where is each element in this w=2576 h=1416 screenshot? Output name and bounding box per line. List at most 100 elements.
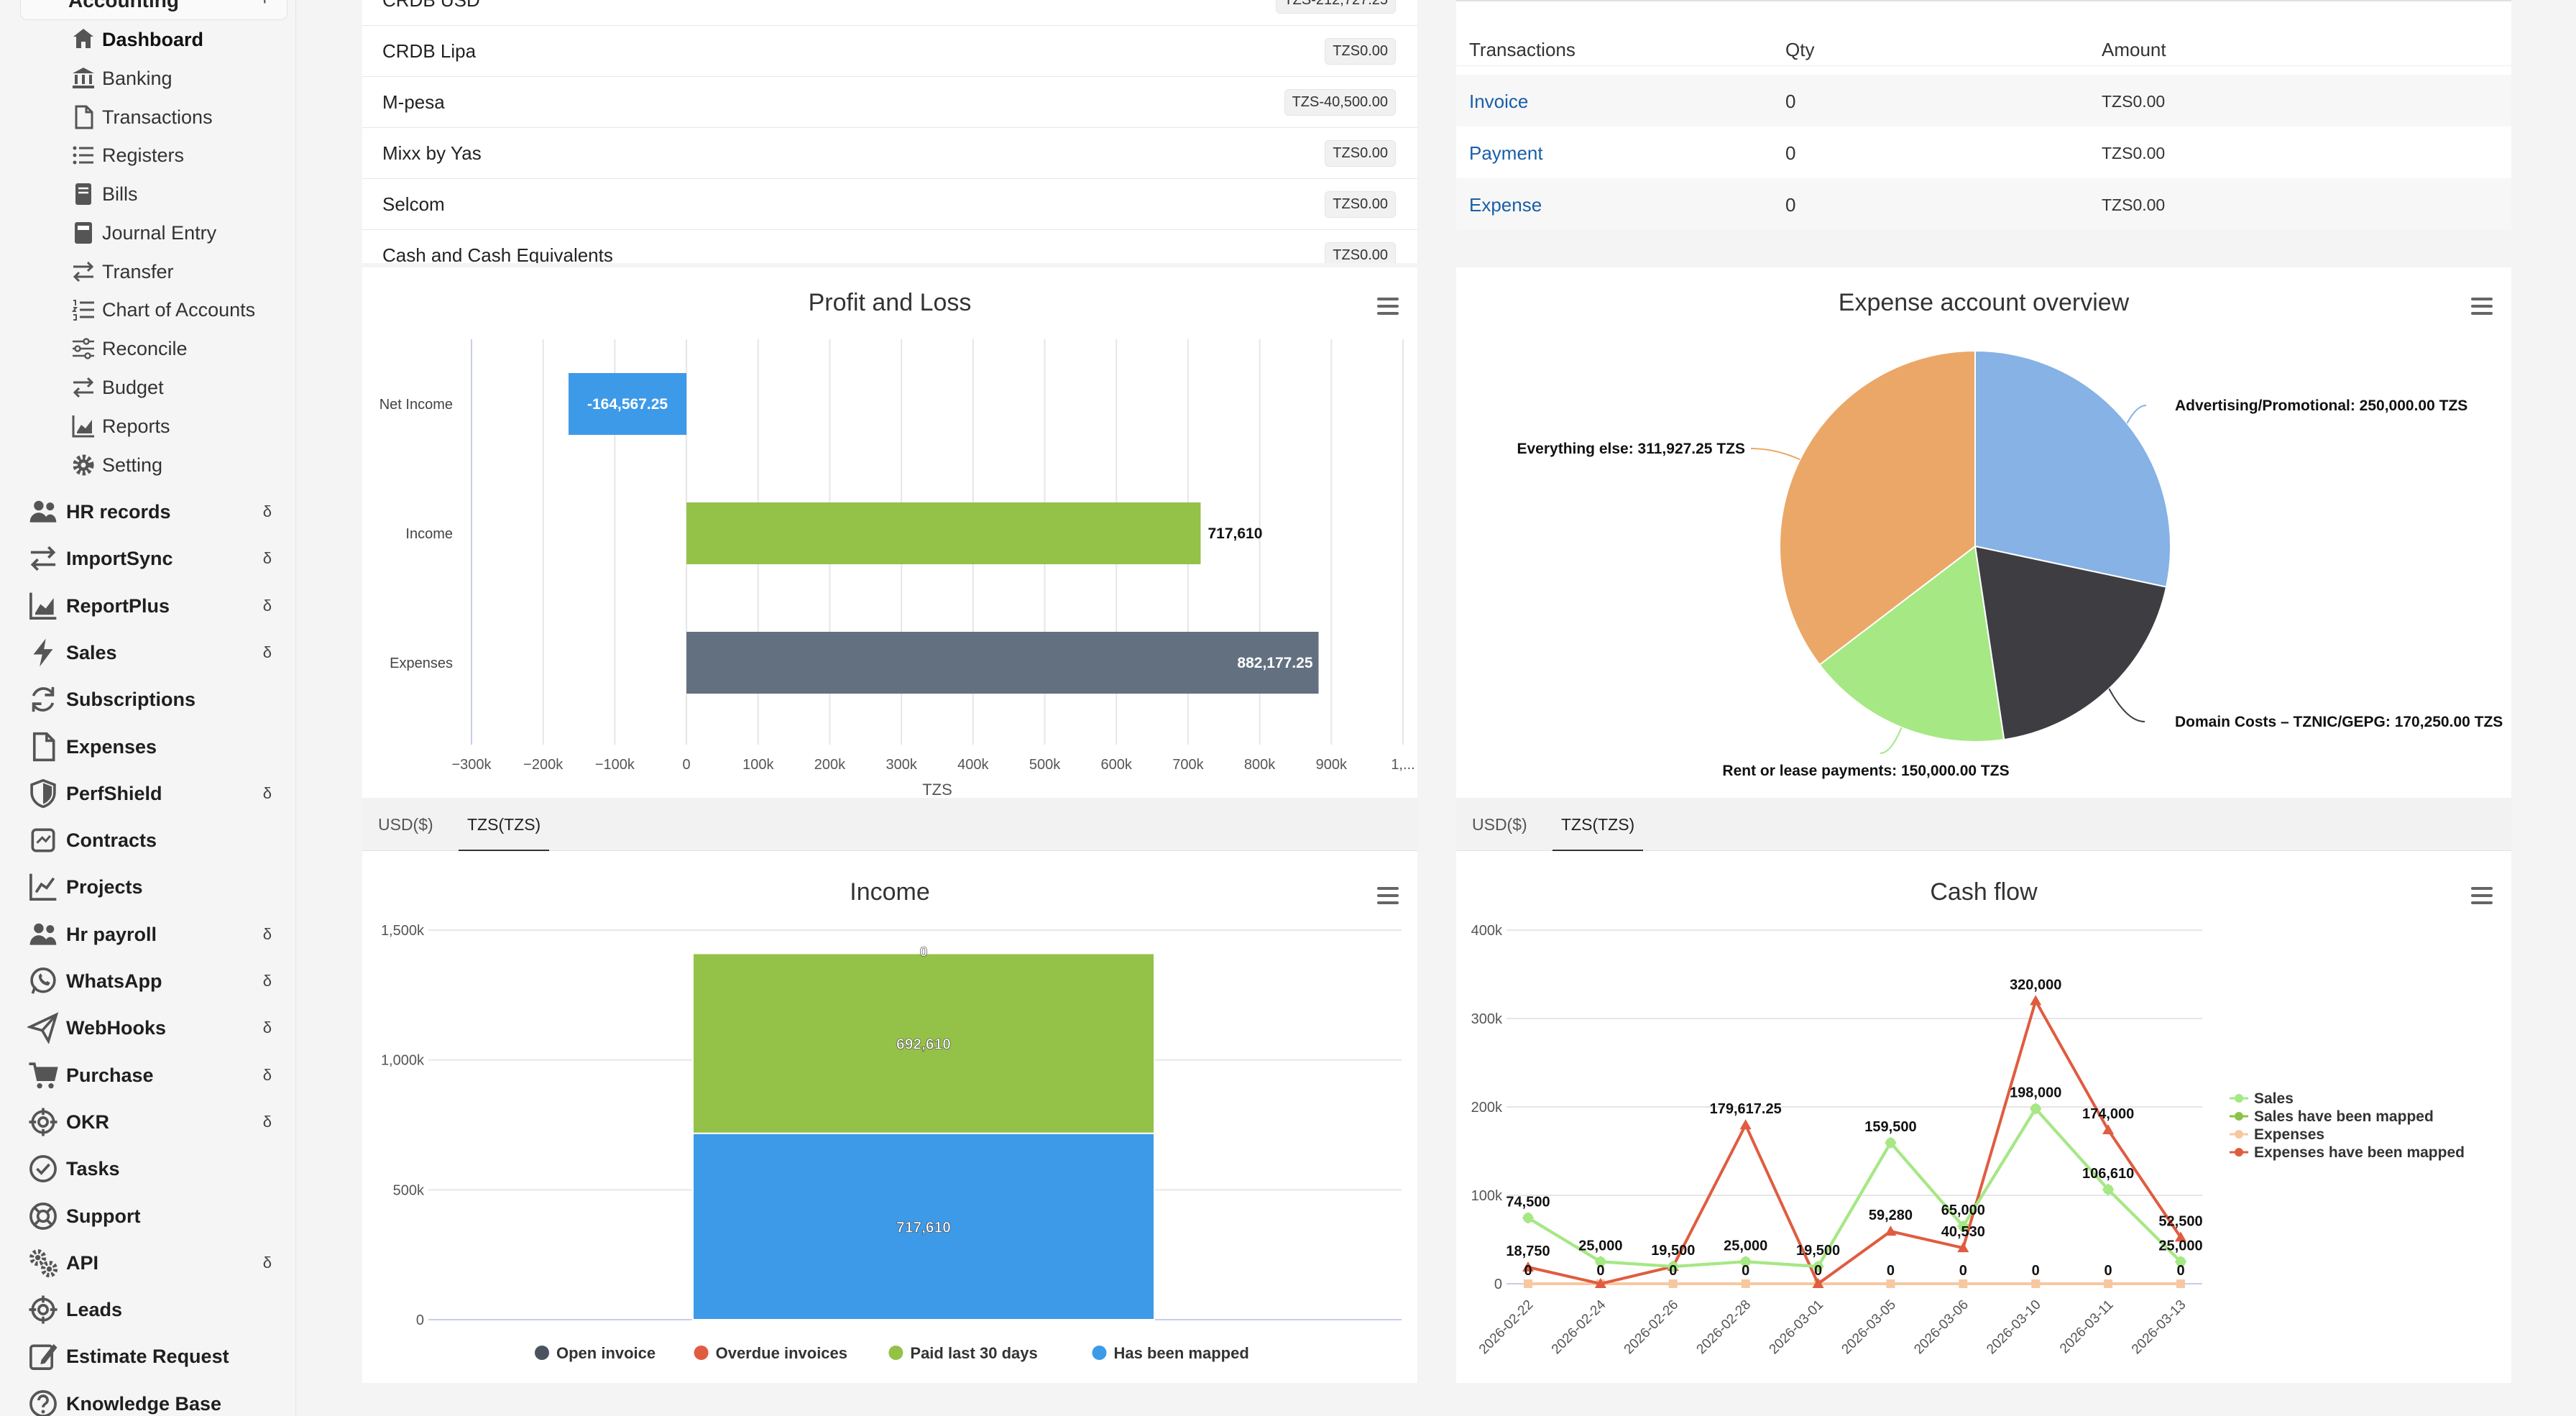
sidebar-subitem-reports[interactable]: Reports <box>70 410 170 443</box>
sidebar-item-subscriptions[interactable]: Subscriptions <box>27 681 272 717</box>
bank-account-row[interactable]: Mixx by Yas TZS0.00 <box>362 127 1417 178</box>
x-tick-label: 2026-03-05 <box>1839 1297 1899 1358</box>
profit-loss-menu-icon[interactable] <box>1377 298 1399 315</box>
sidebar-subitem-banking[interactable]: Banking <box>70 62 172 95</box>
data-label: 717,610 <box>1208 525 1262 542</box>
bank-account-name: Selcom <box>382 193 445 215</box>
sidebar-item-whatsapp[interactable]: WhatsApp δ <box>27 963 272 999</box>
sidebar-subitem-transfer[interactable]: Transfer <box>70 255 174 288</box>
sidebar-subitem-label: Reports <box>102 415 170 437</box>
profit-loss-chart-panel: Profit and Loss −300k −200k −100k 0 100k 200k… <box>362 267 1417 798</box>
x-tick-label: 2026-02-24 <box>1549 1297 1609 1357</box>
sidebar-item-label: ReportPlus <box>66 594 170 617</box>
sidebar-subitem-budget[interactable]: Budget <box>70 371 164 404</box>
transaction-type-link[interactable]: Payment <box>1469 142 1543 164</box>
data-point <box>1523 1213 1533 1223</box>
send-icon <box>26 1012 59 1044</box>
transaction-qty: 0 <box>1785 142 1796 164</box>
bank-account-row[interactable]: M-pesa TZS-40,500.00 <box>362 76 1417 127</box>
section-toggle: + <box>258 0 271 11</box>
sidebar-subitem-label: Banking <box>102 67 172 89</box>
sidebar-item-webhooks[interactable]: WebHooks δ <box>26 1010 272 1046</box>
data-label: 59,280 <box>1869 1208 1913 1223</box>
transaction-type-link[interactable]: Invoice <box>1469 91 1529 112</box>
data-point <box>1595 1256 1606 1267</box>
bank-account-row[interactable]: Cash and Cash Equivalents TZS0.00 <box>362 229 1417 263</box>
x-tick-label: 2026-03-10 <box>1984 1297 2044 1358</box>
sidebar-item-estimate-request[interactable]: Estimate Request <box>27 1338 272 1374</box>
data-label: -164,567.25 <box>587 396 668 413</box>
transaction-row: Payment 0 TZS0.00 <box>1456 127 2511 178</box>
transaction-qty: 0 <box>1785 194 1796 216</box>
cash-flow-menu-icon[interactable] <box>2471 887 2493 904</box>
sidebar-item-projects[interactable]: Projects <box>27 869 272 905</box>
sidebar-item-expenses[interactable]: Expenses <box>27 729 272 765</box>
edit-icon <box>27 1341 59 1372</box>
transaction-type-link[interactable]: Expense <box>1469 194 1542 216</box>
data-label: 0 <box>1959 1263 1967 1279</box>
x-tick-label: 400k <box>957 757 989 773</box>
sidebar-item-sales[interactable]: Sales δ <box>27 635 272 671</box>
transaction-row: Expense 0 TZS0.00 <box>1456 178 2511 230</box>
sidebar-subitem-setting[interactable]: Setting <box>70 449 162 482</box>
data-label: 717,610 <box>896 1219 951 1236</box>
sidebar-subitem-transactions[interactable]: Transactions <box>70 101 213 134</box>
contract-icon <box>27 824 59 856</box>
sidebar-item-label: Contracts <box>66 829 157 851</box>
bank-accounts-panel: CRDB USD TZS-212,727.25 CRDB Lipa TZS0.00 M-… <box>362 0 1417 263</box>
tab-usd[interactable]: USD($) <box>1472 815 1527 834</box>
tab-tzs[interactable]: TZS(TZS) <box>1545 798 1650 851</box>
sidebar-item-purchase[interactable]: Purchase δ <box>27 1057 272 1093</box>
income-chart-panel: Income 0 500k 1,000k 1,500k 717,610 692,610 0 O… <box>362 851 1417 1383</box>
tab-usd[interactable]: USD($) <box>378 815 433 834</box>
data-point <box>2104 1279 2113 1288</box>
sidebar-item-label: Sales <box>66 641 117 663</box>
stack-segment-has-been-mapped <box>692 1132 1155 1320</box>
sidebar-item-api[interactable]: API δ <box>27 1245 272 1281</box>
data-point <box>1958 1221 1969 1232</box>
sidebar-item-reportplus[interactable]: ReportPlus δ <box>27 588 272 624</box>
cart-icon <box>27 1059 59 1091</box>
sidebar-subitem-reconcile[interactable]: Reconcile <box>70 332 188 365</box>
pie-slice <box>1974 349 2171 588</box>
sidebar-item-badge: δ <box>262 1066 272 1084</box>
bank-account-row[interactable]: CRDB USD TZS-212,727.25 <box>362 0 1417 25</box>
data-point <box>2031 1279 2041 1288</box>
sidebar-item-label: API <box>66 1251 99 1274</box>
bank-account-row[interactable]: Selcom TZS0.00 <box>362 178 1417 229</box>
sidebar-item-support[interactable]: Support <box>27 1198 272 1234</box>
sidebar-item-hr-payroll[interactable]: Hr payroll δ <box>27 916 272 952</box>
sidebar-item-label: WebHooks <box>66 1016 167 1039</box>
sidebar-item-leads[interactable]: Leads <box>27 1292 272 1328</box>
x-tick-label: 700k <box>1172 757 1204 773</box>
expense-pie-chart: Advertising/Promotional: 250,000.00 TZS D… <box>1517 349 2503 779</box>
transactions-header: Transactions Qty Amount <box>1456 23 2511 66</box>
list-ordered-icon <box>70 297 96 323</box>
sidebar-item-tasks[interactable]: Tasks <box>27 1151 272 1187</box>
sidebar-subitem-registers[interactable]: Registers <box>70 139 184 172</box>
sidebar-item-perfshield[interactable]: PerfShield δ <box>27 776 272 812</box>
y-tick-label: 400k <box>1471 923 1503 939</box>
sidebar-item-hr-records[interactable]: HR records δ <box>27 494 272 530</box>
sidebar-item-importsync[interactable]: ImportSync δ <box>27 541 272 576</box>
x-tick-label: 2026-03-01 <box>1767 1297 1827 1358</box>
accounting-section-header[interactable]: Accounting + <box>20 0 288 20</box>
sidebar-item-knowledge-base[interactable]: Knowledge Base <box>27 1386 272 1416</box>
bank-account-row[interactable]: CRDB Lipa TZS0.00 <box>362 25 1417 76</box>
data-point <box>1959 1279 1968 1288</box>
income-menu-icon[interactable] <box>1377 887 1399 904</box>
sidebar-item-badge: δ <box>262 549 272 567</box>
sidebar-subitem-dashboard[interactable]: Dashboard <box>70 23 203 56</box>
data-label: 18,750 <box>1506 1243 1550 1259</box>
sidebar-subitem-chart-of-accounts[interactable]: Chart of Accounts <box>70 293 255 326</box>
sidebar-item-badge: δ <box>262 597 272 615</box>
data-point <box>1739 1119 1752 1130</box>
tab-tzs[interactable]: TZS(TZS) <box>451 798 556 851</box>
expense-overview-menu-icon[interactable] <box>2471 298 2493 315</box>
sidebar-item-contracts[interactable]: Contracts <box>27 822 272 858</box>
data-point <box>1522 1261 1534 1272</box>
sidebar-subitem-bills[interactable]: Bills <box>70 178 138 211</box>
sidebar-item-okr[interactable]: OKR δ <box>27 1104 272 1140</box>
sidebar-subitem-journal-entry[interactable]: Journal Entry <box>70 216 216 249</box>
x-tick-label: 300k <box>886 757 917 773</box>
